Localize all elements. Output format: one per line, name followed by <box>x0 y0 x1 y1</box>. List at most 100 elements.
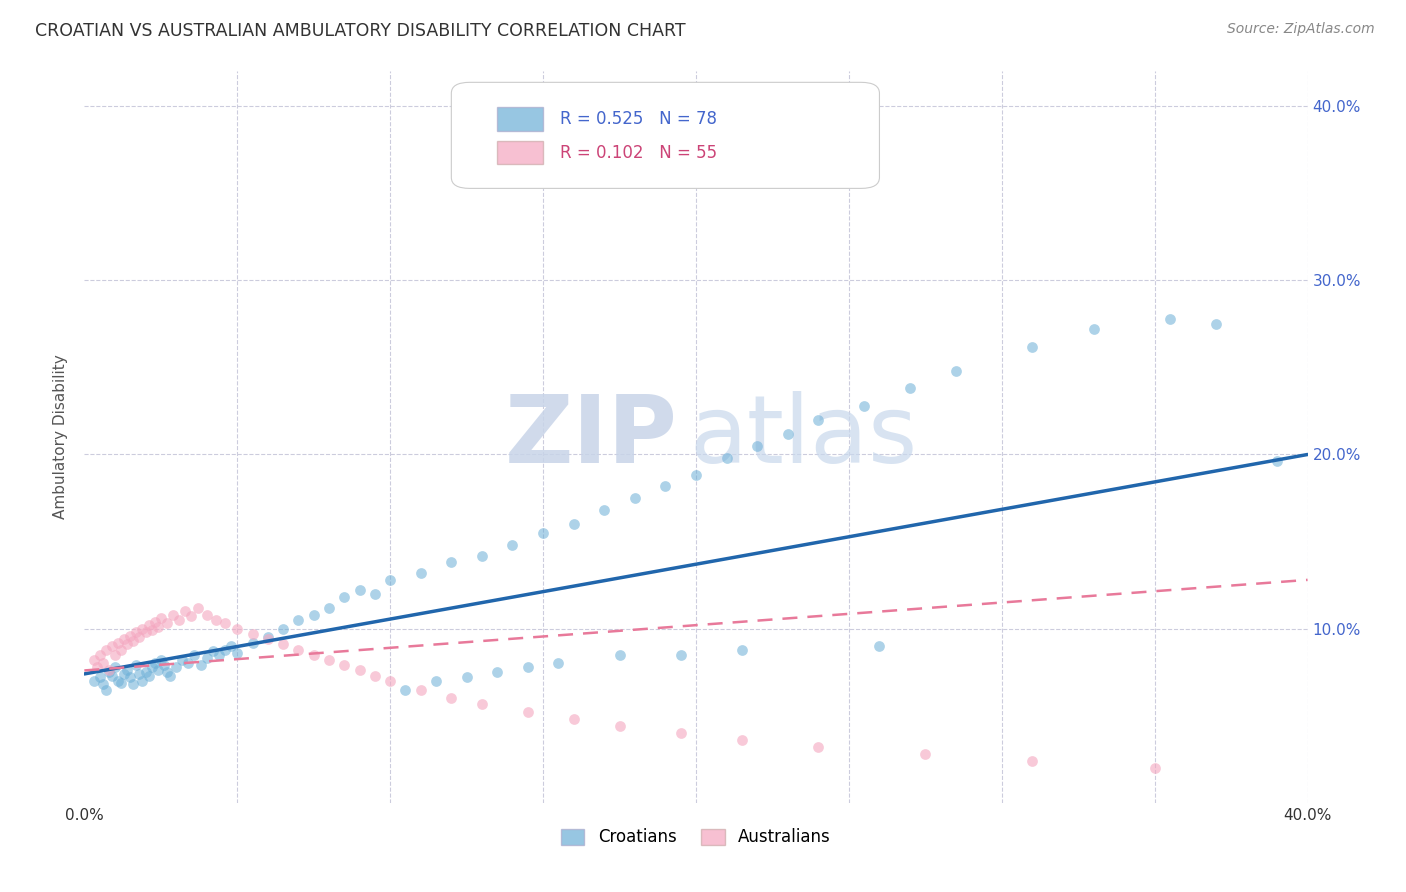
Point <box>425 673 447 688</box>
Point <box>180 609 202 624</box>
Point <box>349 583 371 598</box>
Point <box>120 670 142 684</box>
Point <box>716 450 738 465</box>
Point <box>898 381 921 395</box>
Point <box>195 651 218 665</box>
Point <box>914 747 936 761</box>
Point <box>516 705 538 719</box>
Point <box>138 668 160 682</box>
Point <box>208 648 231 662</box>
Point <box>149 653 172 667</box>
Text: R = 0.525   N = 78: R = 0.525 N = 78 <box>560 110 717 128</box>
Point <box>226 646 249 660</box>
Point <box>547 657 569 671</box>
Point <box>669 726 692 740</box>
Point <box>112 632 135 646</box>
Point <box>242 635 264 649</box>
Point <box>162 607 184 622</box>
Point <box>115 637 138 651</box>
Text: CROATIAN VS AUSTRALIAN AMBULATORY DISABILITY CORRELATION CHART: CROATIAN VS AUSTRALIAN AMBULATORY DISABI… <box>35 22 686 40</box>
Point <box>440 691 463 706</box>
Point <box>945 364 967 378</box>
Point <box>153 658 176 673</box>
Point <box>869 639 891 653</box>
Point <box>167 613 190 627</box>
Point <box>853 399 876 413</box>
Point <box>195 607 218 622</box>
Point <box>333 658 356 673</box>
FancyBboxPatch shape <box>496 141 543 164</box>
Point <box>128 631 150 645</box>
Point <box>409 682 432 697</box>
Point <box>333 591 356 605</box>
Point <box>177 657 200 671</box>
Point <box>143 657 166 671</box>
Point <box>685 468 707 483</box>
Point <box>654 479 676 493</box>
Point <box>122 633 145 648</box>
Point <box>1205 317 1227 331</box>
Point <box>287 613 309 627</box>
Point <box>807 412 830 426</box>
Point <box>302 607 325 622</box>
Point <box>186 600 208 615</box>
Point <box>669 648 692 662</box>
Point <box>364 587 387 601</box>
Point <box>349 664 371 678</box>
Point <box>516 660 538 674</box>
Point <box>125 658 148 673</box>
Point <box>242 627 264 641</box>
Text: R = 0.102   N = 55: R = 0.102 N = 55 <box>560 144 717 161</box>
Legend: Croatians, Australians: Croatians, Australians <box>554 822 838 853</box>
Point <box>471 549 494 563</box>
Point <box>94 682 117 697</box>
Point <box>302 648 325 662</box>
FancyBboxPatch shape <box>451 82 880 188</box>
Point <box>214 642 236 657</box>
Point <box>120 629 142 643</box>
Point <box>219 639 242 653</box>
Point <box>159 668 181 682</box>
Point <box>257 631 280 645</box>
Point <box>86 660 108 674</box>
Point <box>593 503 616 517</box>
Point <box>110 675 132 690</box>
Point <box>83 653 105 667</box>
Point <box>747 439 769 453</box>
Point <box>115 664 138 678</box>
Point <box>146 620 169 634</box>
Point <box>141 660 163 674</box>
Point <box>83 673 105 688</box>
Point <box>131 673 153 688</box>
Point <box>174 604 197 618</box>
Point <box>409 566 432 580</box>
Point <box>190 658 212 673</box>
Point <box>156 616 179 631</box>
Point <box>380 673 402 688</box>
Point <box>156 665 179 680</box>
Point <box>143 615 166 629</box>
Point <box>89 648 111 662</box>
Point <box>1021 754 1043 768</box>
Point <box>731 642 754 657</box>
Point <box>318 600 340 615</box>
Point <box>1159 311 1181 326</box>
Point <box>172 653 194 667</box>
Point <box>776 426 799 441</box>
Point <box>287 642 309 657</box>
Point <box>380 573 402 587</box>
Point <box>107 673 129 688</box>
Point <box>89 670 111 684</box>
Point <box>131 622 153 636</box>
Point <box>609 719 631 733</box>
Point <box>318 653 340 667</box>
Point <box>394 682 416 697</box>
Text: atlas: atlas <box>690 391 918 483</box>
Point <box>562 517 585 532</box>
Point <box>731 733 754 747</box>
Point <box>128 667 150 681</box>
Point <box>138 618 160 632</box>
Point <box>364 668 387 682</box>
Point <box>471 697 494 711</box>
Point <box>807 740 830 755</box>
